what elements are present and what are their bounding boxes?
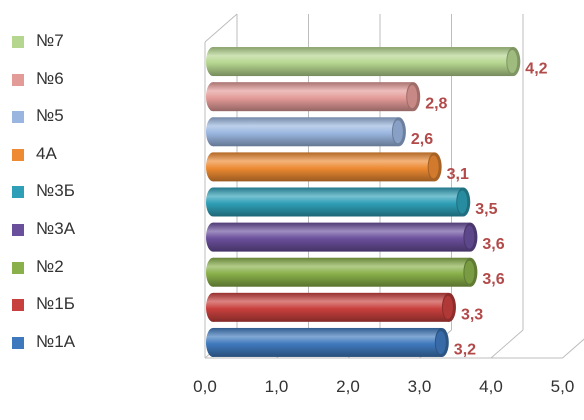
bar bbox=[206, 82, 421, 112]
legend-item: №6 bbox=[8, 68, 158, 106]
legend-swatch bbox=[12, 36, 24, 48]
bar-body bbox=[213, 47, 514, 77]
legend-item: №2 bbox=[8, 256, 158, 294]
data-label: 3,6 bbox=[482, 236, 504, 253]
bar-base bbox=[206, 47, 220, 77]
data-label: 2,6 bbox=[411, 131, 433, 148]
bar-cap-face bbox=[392, 120, 403, 144]
bar-body bbox=[213, 292, 449, 322]
bar-cap-face bbox=[407, 85, 418, 109]
x-tick-label: 0,0 bbox=[193, 377, 217, 396]
data-label: 3,2 bbox=[454, 341, 476, 358]
bar-base bbox=[206, 257, 220, 287]
bar-body bbox=[213, 222, 471, 252]
bars bbox=[206, 47, 521, 357]
bar-body bbox=[213, 152, 435, 182]
bar-cap-face bbox=[464, 260, 475, 284]
data-labels: 4,2 2,8 2,6 3,1 3,5 3,6 3,6 3,3 3,2 bbox=[411, 61, 548, 359]
legend-swatch bbox=[12, 336, 24, 349]
floor-gridline bbox=[490, 329, 524, 359]
data-label: 3,1 bbox=[447, 166, 469, 183]
legend-swatch bbox=[12, 223, 24, 236]
bar bbox=[206, 257, 478, 287]
legend-item: №1А bbox=[8, 331, 158, 369]
legend-swatch bbox=[12, 261, 24, 274]
legend-label: №5 bbox=[36, 106, 64, 126]
x-tick-label: 2,0 bbox=[336, 377, 360, 396]
bar bbox=[206, 47, 521, 77]
bar-body bbox=[213, 117, 399, 147]
data-label: 4,2 bbox=[525, 61, 547, 78]
legend-label: №2 bbox=[36, 256, 64, 276]
bar bbox=[206, 187, 471, 217]
bar bbox=[206, 327, 449, 357]
legend-swatch bbox=[12, 186, 24, 199]
legend-label: 4А bbox=[36, 143, 57, 163]
bar-body bbox=[213, 82, 414, 112]
legend-item: №7 bbox=[8, 30, 158, 68]
legend-item: 4А bbox=[8, 143, 158, 181]
bar bbox=[206, 222, 478, 252]
bar bbox=[206, 117, 406, 147]
legend-swatch bbox=[12, 73, 24, 86]
bar bbox=[206, 152, 442, 182]
legend-item: №1Б bbox=[8, 293, 158, 331]
bar-base bbox=[206, 292, 220, 322]
legend-label: №7 bbox=[36, 31, 64, 50]
wall-edge bbox=[204, 13, 238, 43]
legend-label: №1А bbox=[36, 331, 76, 351]
bar-base bbox=[206, 152, 220, 182]
legend-label: №1Б bbox=[36, 294, 75, 314]
legend-swatch bbox=[12, 111, 24, 124]
legend-item: №5 bbox=[8, 105, 158, 143]
bar-cap-face bbox=[507, 50, 518, 74]
legend-label: №6 bbox=[36, 68, 64, 88]
bar-base bbox=[206, 222, 220, 252]
bar-cap-face bbox=[428, 155, 439, 179]
bar-base bbox=[206, 82, 220, 112]
data-label: 3,6 bbox=[482, 271, 504, 288]
legend-swatch bbox=[12, 148, 24, 161]
bar bbox=[206, 292, 456, 322]
bar-body bbox=[213, 327, 442, 357]
x-tick-label: 4,0 bbox=[479, 377, 503, 396]
bar-cap-face bbox=[464, 225, 475, 249]
bar-cap-face bbox=[442, 295, 453, 319]
legend-label: №3Б bbox=[36, 181, 75, 201]
x-tick-label: 5,0 bbox=[551, 377, 575, 396]
data-label: 3,3 bbox=[461, 306, 483, 323]
bar-cap-face bbox=[435, 330, 446, 354]
legend-label: №3А bbox=[36, 218, 76, 238]
bar-body bbox=[213, 257, 471, 287]
x-axis-ticks: 0,0 1,0 2,0 3,0 4,0 5,0 bbox=[193, 377, 574, 396]
legend-item: №3А bbox=[8, 218, 158, 256]
bar-body bbox=[213, 187, 464, 217]
bar-base bbox=[206, 117, 220, 147]
bar-base bbox=[206, 327, 220, 357]
legend: №7 №6 №5 4А №3Б №3А №2 №1Б bbox=[8, 30, 158, 368]
x-tick-label: 3,0 bbox=[408, 377, 432, 396]
legend-item: №3Б bbox=[8, 180, 158, 218]
bar-base bbox=[206, 187, 220, 217]
data-label: 3,5 bbox=[475, 201, 497, 218]
floor-gridline bbox=[562, 338, 584, 359]
data-label: 2,8 bbox=[425, 96, 447, 113]
bar-cap-face bbox=[457, 190, 468, 214]
x-tick-label: 1,0 bbox=[265, 377, 289, 396]
legend-swatch bbox=[12, 299, 24, 312]
